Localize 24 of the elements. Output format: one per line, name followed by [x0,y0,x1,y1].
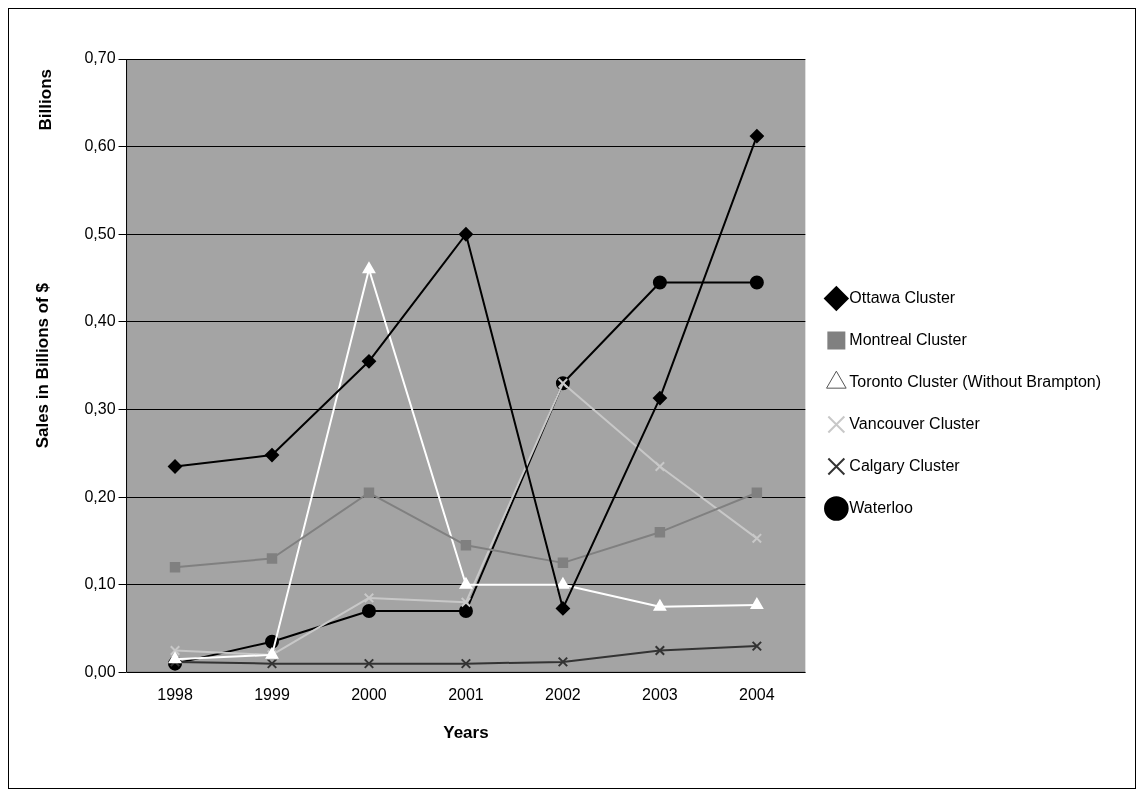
legend-label: Ottawa Cluster [849,288,956,306]
y-tick-label: 0,20 [84,487,116,505]
legend-label: Montreal Cluster [849,330,968,348]
x-axis-title: Years [443,723,489,743]
x-tick-label: 1998 [157,686,193,704]
y-axis-title: Sales in Billions of $ [32,282,52,449]
y-tick-label: 0,10 [84,575,116,593]
y-tick-label: 0,50 [84,224,116,242]
x-tick-label: 2000 [351,686,387,704]
x-tick-label: 2001 [448,686,484,704]
text: Billions [36,69,56,131]
x-tick-label: 2003 [642,686,678,704]
y-tick-label: 0,00 [84,662,116,680]
legend-label: Calgary Cluster [849,456,961,474]
x-tick-label: 2002 [545,686,581,704]
y-tick-label: 0,30 [84,399,116,417]
y-tick-label: 0,70 [84,49,116,67]
y-tick-label: 0,60 [84,137,116,155]
legend-label: Waterloo [849,498,913,516]
y-tick-label: 0,40 [84,312,116,330]
legend-label: Vancouver Cluster [849,414,981,432]
x-tick-label: 2004 [739,686,775,704]
x-tick-label: 1999 [254,686,290,704]
legend-label: Toronto Cluster (Without Brampton) [849,372,1102,390]
